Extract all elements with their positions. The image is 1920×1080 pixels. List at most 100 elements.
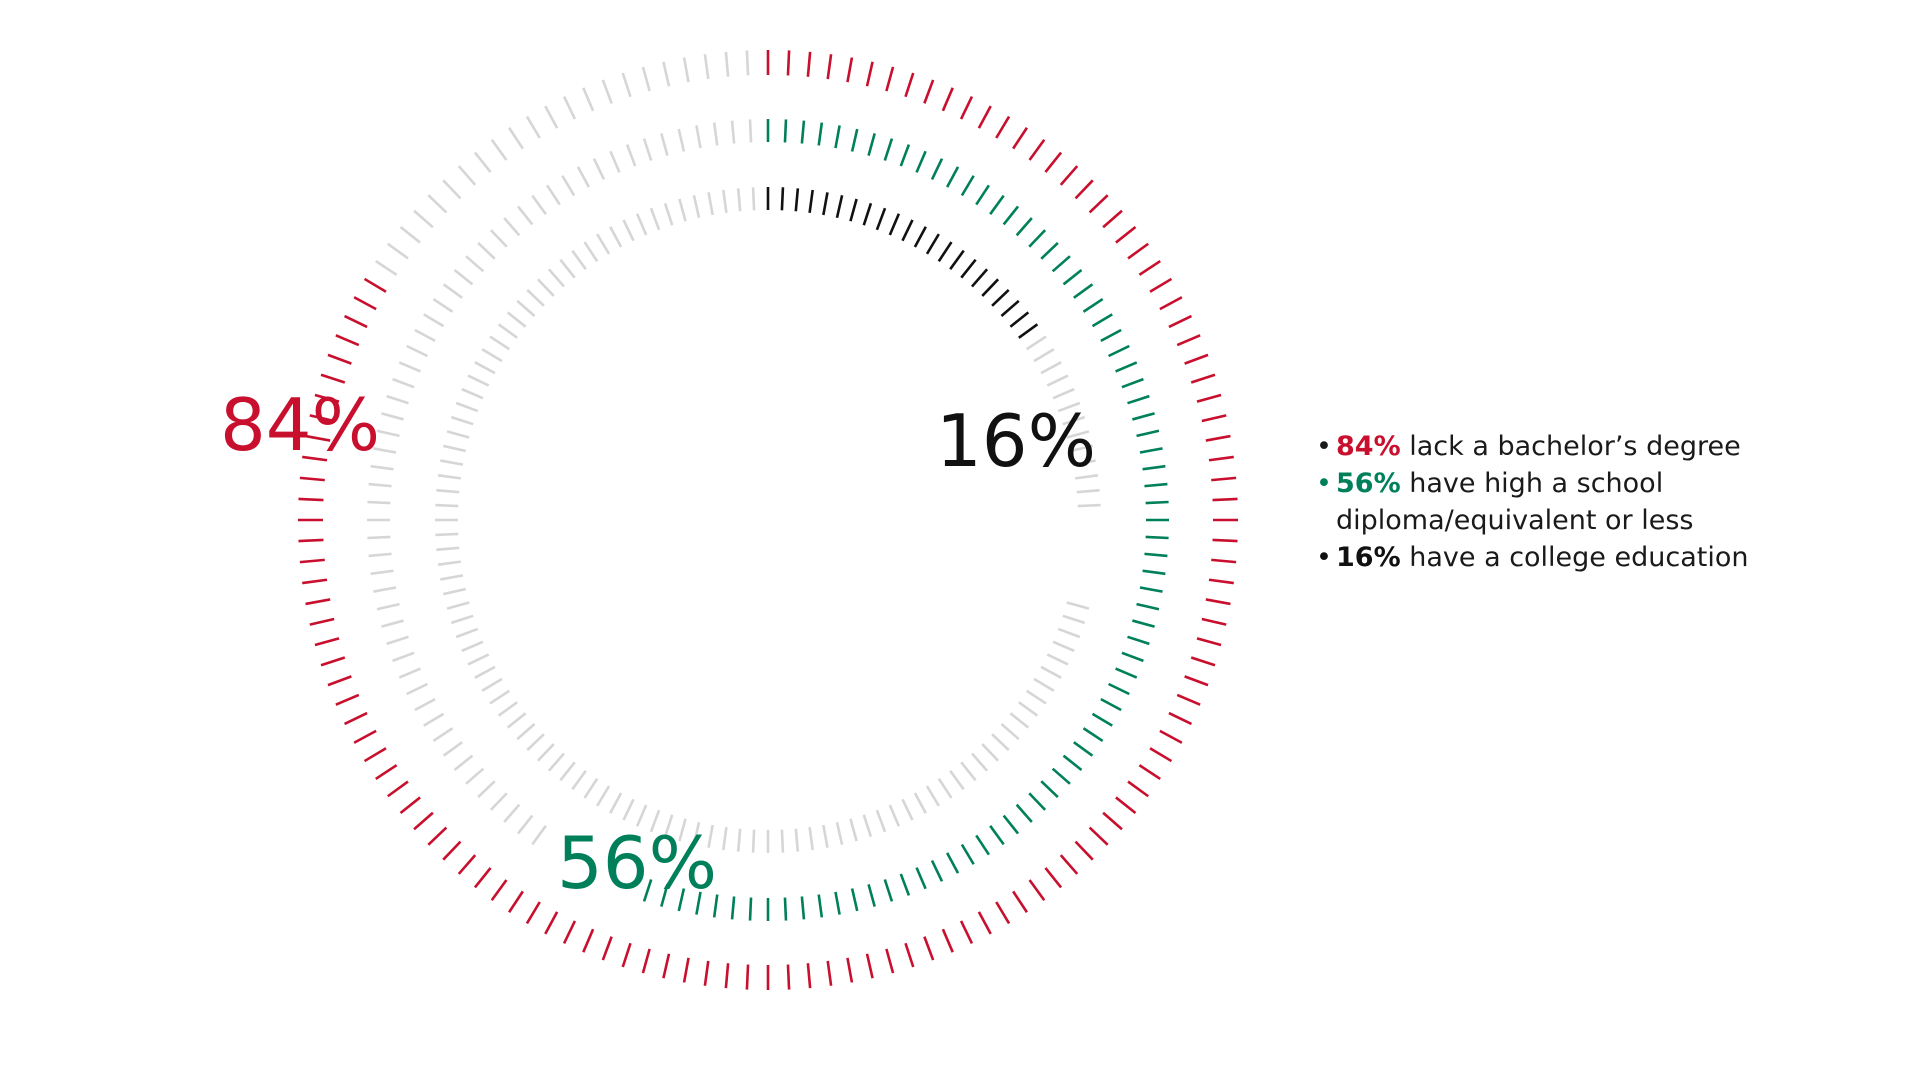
tick-active-84 bbox=[1212, 497, 1238, 502]
tick-active-56 bbox=[867, 884, 876, 907]
tick-inactive bbox=[1018, 701, 1039, 717]
tick-active-84 bbox=[1012, 890, 1029, 913]
tick-inactive bbox=[376, 602, 400, 611]
tick-inactive bbox=[1075, 474, 1099, 480]
tick-inactive bbox=[546, 184, 561, 206]
tick-inactive bbox=[443, 444, 467, 453]
tick-active-16 bbox=[849, 198, 858, 222]
tick-inactive bbox=[437, 474, 461, 480]
tick-inactive bbox=[370, 464, 394, 471]
tick-active-84 bbox=[941, 928, 954, 953]
tick-inactive bbox=[432, 298, 454, 313]
tick-inactive bbox=[622, 219, 635, 242]
tick-inactive bbox=[1046, 653, 1069, 666]
tick-active-56 bbox=[1040, 241, 1059, 260]
tick-active-56 bbox=[834, 891, 841, 915]
tick-inactive bbox=[489, 335, 510, 351]
tick-inactive bbox=[455, 627, 479, 639]
tick-inactive bbox=[649, 207, 661, 231]
tick-active-56 bbox=[1145, 500, 1169, 505]
tick-active-84 bbox=[826, 54, 833, 80]
tick-inactive bbox=[381, 619, 404, 628]
tick-active-84 bbox=[320, 656, 346, 667]
tick-inactive bbox=[678, 198, 687, 222]
tick-inactive bbox=[678, 818, 687, 842]
tick-inactive bbox=[392, 651, 415, 663]
tick-inactive bbox=[432, 727, 454, 742]
tick-active-56 bbox=[1028, 229, 1047, 248]
tick-inactive bbox=[970, 752, 989, 772]
tick-active-16 bbox=[981, 278, 1000, 297]
tick-inactive bbox=[582, 87, 595, 112]
tick-inactive bbox=[489, 689, 510, 705]
tick-active-84 bbox=[621, 942, 632, 968]
tick-inactive bbox=[748, 119, 753, 143]
tick-inactive bbox=[703, 54, 710, 80]
tick-active-84 bbox=[507, 890, 524, 913]
tick-inactive bbox=[949, 770, 965, 791]
tick-inactive bbox=[835, 821, 844, 845]
tick-active-56 bbox=[1142, 569, 1166, 576]
tick-inactive bbox=[474, 665, 496, 679]
tick-inactive bbox=[794, 828, 800, 852]
tick-inactive bbox=[724, 51, 730, 77]
tick-active-16 bbox=[808, 189, 814, 213]
tick-active-84 bbox=[865, 953, 874, 979]
legend-item-high-school: • 56% have high a school diploma/equivale… bbox=[1316, 465, 1836, 539]
tick-inactive bbox=[1040, 361, 1062, 375]
tick-active-56 bbox=[975, 834, 990, 856]
tick-active-84 bbox=[1190, 373, 1216, 384]
tick-inactive bbox=[547, 268, 566, 288]
tick-active-84 bbox=[1196, 637, 1222, 647]
tick-inactive bbox=[888, 804, 901, 827]
ring-ticks bbox=[298, 50, 1238, 990]
tick-active-84 bbox=[1211, 476, 1237, 482]
tick-active-84 bbox=[1074, 179, 1094, 200]
tick-inactive bbox=[423, 712, 445, 727]
tick-inactive bbox=[1057, 401, 1081, 413]
legend-item-college: • 16% have a college education bbox=[1316, 539, 1836, 576]
tick-active-56 bbox=[1121, 377, 1144, 389]
tick-active-56 bbox=[817, 894, 824, 918]
tick-inactive bbox=[497, 701, 518, 717]
tick-active-16 bbox=[925, 233, 940, 255]
tick-inactive bbox=[1046, 374, 1069, 387]
tick-active-84 bbox=[1201, 414, 1227, 423]
tick-active-84 bbox=[1044, 151, 1063, 173]
tick-active-56 bbox=[730, 896, 736, 920]
tick-active-84 bbox=[1184, 353, 1209, 365]
tick-active-56 bbox=[915, 150, 927, 173]
legend-value: 16% bbox=[1336, 542, 1401, 573]
tick-inactive bbox=[490, 138, 508, 161]
tick-active-56 bbox=[930, 158, 944, 180]
tick-inactive bbox=[506, 712, 527, 729]
tick-active-16 bbox=[888, 213, 901, 236]
tick-active-84 bbox=[473, 867, 492, 889]
tick-active-56 bbox=[945, 852, 960, 874]
tick-active-84 bbox=[959, 95, 974, 120]
tick-active-56 bbox=[1062, 754, 1083, 772]
ring-label-16: 16% bbox=[936, 399, 1096, 483]
ring-label-56: 56% bbox=[557, 821, 717, 905]
tick-active-84 bbox=[375, 764, 398, 781]
tick-inactive bbox=[751, 829, 756, 853]
tick-active-56 bbox=[783, 119, 788, 143]
tick-active-84 bbox=[399, 796, 421, 815]
tick-active-56 bbox=[1115, 667, 1138, 679]
tick-inactive bbox=[745, 50, 750, 76]
tick-active-84 bbox=[299, 476, 325, 482]
tick-active-56 bbox=[642, 879, 653, 902]
tick-inactive bbox=[373, 447, 397, 454]
tick-active-56 bbox=[677, 888, 686, 912]
tick-active-16 bbox=[862, 202, 873, 226]
tick-inactive bbox=[503, 803, 521, 823]
tick-active-56 bbox=[989, 825, 1005, 846]
tick-inactive bbox=[722, 189, 728, 213]
tick-active-84 bbox=[1159, 296, 1183, 311]
tick-inactive bbox=[516, 722, 536, 741]
tick-active-56 bbox=[1091, 313, 1113, 328]
tick-active-84 bbox=[298, 538, 324, 543]
tick-inactive bbox=[526, 733, 545, 752]
tick-active-84 bbox=[1176, 334, 1201, 347]
tick-inactive bbox=[960, 761, 977, 782]
